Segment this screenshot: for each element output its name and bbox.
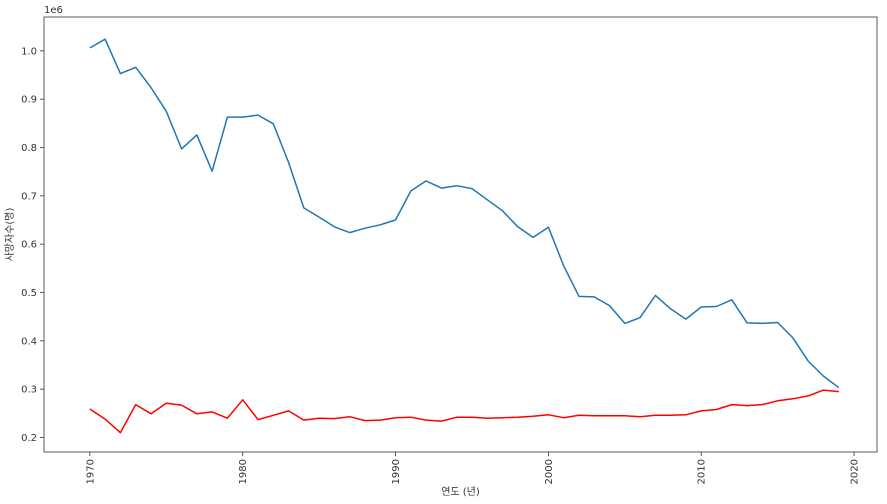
y-tick-label: 0.4 bbox=[21, 336, 37, 347]
x-tick-label: 2020 bbox=[850, 459, 861, 484]
series-line-1 bbox=[89, 38, 840, 389]
y-tick-label: 0.5 bbox=[21, 288, 37, 299]
y-tick-label: 0.8 bbox=[21, 143, 37, 154]
y-tick-label: 0.2 bbox=[21, 433, 37, 444]
x-tick-label: 2000 bbox=[544, 459, 555, 484]
series-line-2 bbox=[89, 389, 839, 434]
y-tick-label: 0.7 bbox=[21, 191, 37, 202]
x-axis-ticks: 1970 1980 1990 2000 2010 2020 bbox=[85, 452, 861, 484]
y-tick-label: 1.0 bbox=[21, 46, 37, 57]
x-tick-label: 1990 bbox=[391, 459, 402, 484]
x-axis-label: 연도 (년) bbox=[441, 486, 480, 498]
y-axis-label: 사망자수(명) bbox=[4, 208, 16, 262]
y-tick-label: 0.6 bbox=[21, 240, 37, 251]
x-tick-label: 1970 bbox=[85, 459, 96, 484]
plot-frame bbox=[43, 16, 878, 453]
x-tick-label: 2010 bbox=[697, 459, 708, 484]
y-tick-label: 0.9 bbox=[21, 95, 37, 106]
y-tick-label: 0.3 bbox=[21, 385, 37, 396]
plot-content bbox=[89, 38, 840, 434]
y-axis-offset-label: 1e6 bbox=[44, 5, 63, 16]
y-axis-ticks: 0.2 0.3 0.4 0.5 0.6 0.7 0.8 0.9 1.0 bbox=[21, 46, 44, 444]
x-tick-label: 1980 bbox=[238, 459, 249, 484]
